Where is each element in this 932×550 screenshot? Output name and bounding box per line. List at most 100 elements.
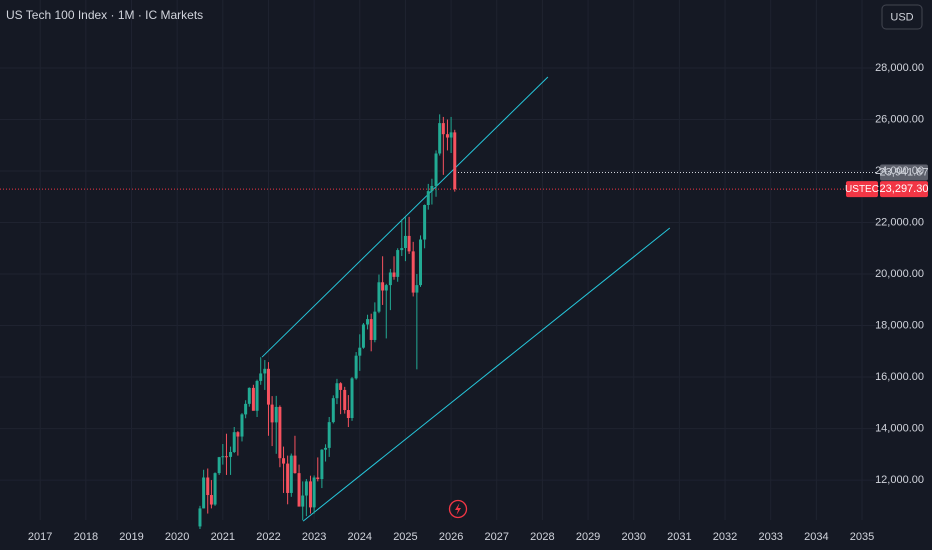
candle-body bbox=[358, 347, 362, 356]
candle-body bbox=[445, 134, 449, 138]
x-tick-label: 2028 bbox=[530, 531, 554, 543]
y-tick-label: 12,000.00 bbox=[875, 474, 924, 486]
candle-body bbox=[229, 452, 233, 457]
candle-body bbox=[361, 324, 365, 348]
y-tick-label: 28,000.00 bbox=[875, 62, 924, 74]
x-tick-label: 2027 bbox=[485, 531, 509, 543]
candle-body bbox=[312, 477, 316, 508]
y-tick-label: 18,000.00 bbox=[875, 319, 924, 331]
candle-body bbox=[331, 398, 335, 423]
candle-body bbox=[354, 355, 358, 379]
currency-label[interactable]: USD bbox=[890, 11, 913, 23]
candle-body bbox=[308, 481, 312, 508]
candle-body bbox=[381, 282, 385, 291]
x-tick-label: 2033 bbox=[758, 531, 782, 543]
event-icon[interactable] bbox=[448, 499, 468, 519]
candle-body bbox=[206, 477, 210, 496]
candle-body bbox=[373, 311, 377, 340]
candle-body bbox=[438, 123, 442, 154]
candle-body bbox=[384, 285, 388, 291]
y-tick-label: 16,000.00 bbox=[875, 371, 924, 383]
x-tick-label: 2022 bbox=[256, 531, 280, 543]
candle-body bbox=[320, 449, 324, 480]
candle-body bbox=[236, 432, 240, 437]
trend-line bbox=[302, 227, 671, 522]
candle-body bbox=[415, 285, 419, 293]
candle-body bbox=[396, 250, 400, 277]
x-tick-label: 2032 bbox=[713, 531, 737, 543]
price-tag bbox=[880, 181, 928, 198]
x-tick-label: 2017 bbox=[28, 531, 52, 543]
candle-body bbox=[426, 191, 430, 206]
x-tick-label: 2029 bbox=[576, 531, 600, 543]
x-tick-label: 2035 bbox=[850, 531, 874, 543]
candle-body bbox=[350, 378, 354, 419]
candle-body bbox=[297, 473, 301, 507]
price-tag bbox=[880, 164, 928, 181]
symbol-tag-label: USTEC bbox=[845, 184, 879, 195]
candle-body bbox=[198, 508, 202, 527]
candle-body bbox=[270, 404, 274, 423]
x-tick-label: 2023 bbox=[302, 531, 326, 543]
candle-body bbox=[263, 368, 267, 374]
x-tick-label: 2025 bbox=[393, 531, 417, 543]
candle-body bbox=[255, 380, 259, 411]
candle-body bbox=[335, 383, 339, 399]
y-tick-label: 22,000.00 bbox=[875, 216, 924, 228]
symbol-tag bbox=[846, 181, 878, 198]
candle-body bbox=[217, 457, 221, 474]
x-tick-label: 2031 bbox=[667, 531, 691, 543]
candle-body bbox=[339, 383, 343, 390]
price-tag-label: 23,941.87 bbox=[880, 166, 929, 178]
price-tag-label: 23,297.30 bbox=[880, 183, 929, 195]
y-tick-label: 20,000.00 bbox=[875, 268, 924, 280]
candle-body bbox=[453, 132, 457, 190]
candle-body bbox=[266, 368, 270, 405]
trend-line bbox=[261, 76, 549, 358]
candle-body bbox=[244, 403, 248, 415]
x-tick-label: 2024 bbox=[348, 531, 372, 543]
candle-body bbox=[251, 387, 255, 411]
candle-body bbox=[316, 477, 320, 480]
candle-body bbox=[419, 239, 423, 286]
candle-body bbox=[366, 319, 370, 325]
y-tick-label: 14,000.00 bbox=[875, 422, 924, 434]
candle-body bbox=[301, 495, 305, 507]
candle-body bbox=[278, 406, 282, 459]
candles bbox=[198, 114, 457, 530]
candle-body bbox=[240, 414, 244, 437]
drawings bbox=[261, 76, 671, 522]
x-tick-label: 2020 bbox=[165, 531, 189, 543]
x-tick-label: 2021 bbox=[211, 531, 235, 543]
candle-body bbox=[289, 455, 293, 493]
chart-title: US Tech 100 Index · 1M · IC Markets bbox=[6, 8, 203, 22]
x-tick-label: 2018 bbox=[74, 531, 98, 543]
candle-body bbox=[286, 463, 290, 493]
candle-body bbox=[369, 319, 373, 340]
candle-body bbox=[407, 235, 411, 252]
candle-body bbox=[400, 248, 404, 251]
candle-body bbox=[221, 456, 225, 458]
candle-body bbox=[388, 272, 392, 286]
candle-body bbox=[327, 422, 331, 448]
candle-body bbox=[392, 272, 396, 277]
candle-body bbox=[403, 235, 407, 249]
candle-body bbox=[274, 406, 278, 423]
candle-body bbox=[209, 495, 213, 505]
candle-body bbox=[423, 205, 427, 240]
candle-body bbox=[434, 153, 438, 186]
candle-body bbox=[247, 387, 251, 404]
candle-body bbox=[232, 432, 236, 453]
x-tick-label: 2019 bbox=[119, 531, 143, 543]
x-tick-label: 2030 bbox=[621, 531, 645, 543]
currency-button[interactable] bbox=[881, 4, 923, 30]
y-tick-label: 24,000.00 bbox=[875, 165, 924, 177]
candle-body bbox=[224, 456, 228, 458]
candle-body bbox=[304, 481, 308, 496]
candle-body bbox=[293, 455, 297, 474]
y-tick-label: 26,000.00 bbox=[875, 113, 924, 125]
x-tick-label: 2026 bbox=[439, 531, 463, 543]
